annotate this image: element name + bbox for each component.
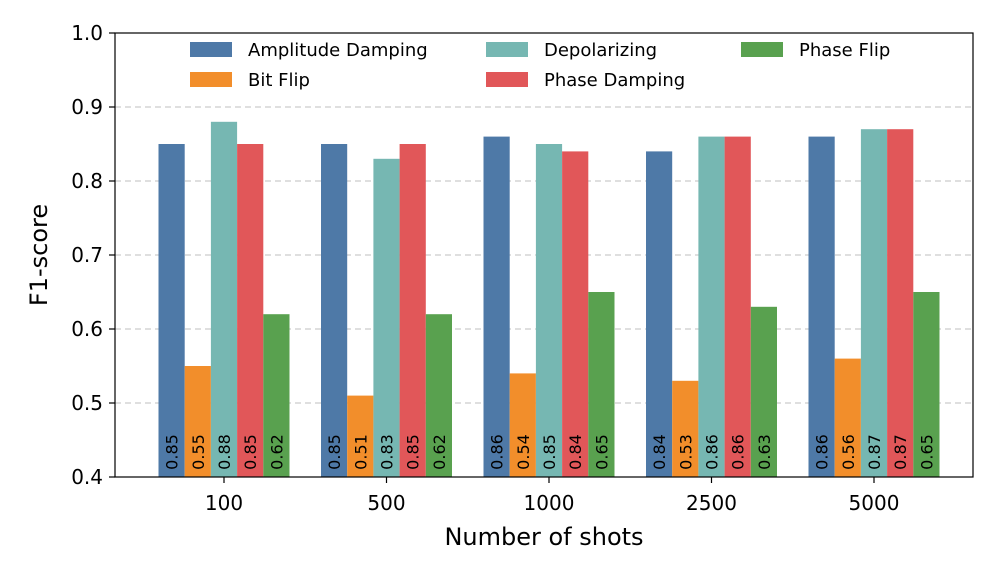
x-tick-label: 2500 <box>686 491 737 515</box>
bar <box>263 314 290 477</box>
y-axis-ticks: 0.4 0.5 0.6 0.7 0.8 0.9 1.0 <box>71 21 115 489</box>
bar-value-label: 0.85 <box>325 434 344 470</box>
bar <box>483 136 510 477</box>
bar <box>562 151 589 477</box>
bar <box>724 136 751 477</box>
legend-swatch <box>190 72 232 87</box>
bar-value-label: 0.86 <box>488 434 507 470</box>
bar <box>750 306 777 477</box>
bar <box>887 129 914 477</box>
bar <box>860 129 888 477</box>
x-tick-label: 5000 <box>849 491 900 515</box>
legend-label: Phase Flip <box>799 40 890 61</box>
legend-label: Phase Damping <box>544 70 685 91</box>
y-tick-label: 0.9 <box>71 95 103 119</box>
y-tick-label: 0.4 <box>71 465 103 489</box>
bar <box>646 151 673 477</box>
bar <box>509 373 536 477</box>
bar-value-label: 0.53 <box>676 434 695 470</box>
bar <box>808 136 835 477</box>
bar-value-label: 0.87 <box>865 434 884 470</box>
x-tick-label: 1000 <box>524 491 575 515</box>
bar-value-label: 0.51 <box>351 434 370 470</box>
bar-value-label: 0.84 <box>566 434 585 470</box>
bar <box>210 121 238 478</box>
bar <box>373 158 400 478</box>
bar <box>535 144 563 477</box>
bar-value-label: 0.56 <box>839 434 858 470</box>
bar <box>237 144 264 477</box>
y-axis-title: F1-score <box>25 204 53 306</box>
bar-value-label: 0.86 <box>729 434 748 470</box>
bar-value-label: 0.63 <box>755 434 774 470</box>
bar-value-label: 0.54 <box>514 434 533 470</box>
legend-swatch <box>741 42 783 57</box>
bar-value-label: 0.55 <box>189 434 208 470</box>
bar <box>321 144 348 477</box>
y-tick-label: 0.5 <box>71 391 103 415</box>
legend-swatch <box>486 72 528 87</box>
bar-value-label: 0.86 <box>813 434 832 470</box>
y-tick-label: 0.7 <box>71 243 103 267</box>
y-tick-label: 0.6 <box>71 317 103 341</box>
bar-value-label: 0.83 <box>378 434 397 470</box>
bar-value-label: 0.65 <box>917 434 936 470</box>
bar-value-label: 0.85 <box>540 434 559 470</box>
bar-value-label: 0.86 <box>703 434 722 470</box>
x-tick-label: 100 <box>205 491 243 515</box>
bar-value-label: 0.85 <box>241 434 260 470</box>
bar <box>588 292 615 477</box>
legend-swatch <box>486 42 528 57</box>
bar <box>672 380 699 477</box>
y-tick-label: 1.0 <box>71 21 103 45</box>
legend: Amplitude Damping Bit Flip Depolarizing Pha… <box>190 40 890 91</box>
x-axis-ticks: 100 500 1000 2500 5000 <box>205 477 900 515</box>
bar <box>399 144 426 477</box>
bar <box>347 395 374 477</box>
bar-value-label: 0.85 <box>404 434 423 470</box>
bar-value-label: 0.85 <box>163 434 182 470</box>
legend-label: Bit Flip <box>248 70 310 91</box>
bar-value-label: 0.87 <box>891 434 910 470</box>
bar <box>698 136 725 477</box>
legend-label: Amplitude Damping <box>248 40 428 61</box>
bar <box>184 366 211 477</box>
legend-swatch <box>190 42 232 57</box>
legend-label: Depolarizing <box>544 40 657 61</box>
bar <box>158 144 185 477</box>
bar <box>913 292 940 477</box>
x-tick-label: 500 <box>367 491 405 515</box>
y-tick-label: 0.8 <box>71 169 103 193</box>
bar-value-label: 0.62 <box>267 434 286 470</box>
bar-value-label: 0.62 <box>430 434 449 470</box>
bars <box>158 121 940 478</box>
bar-value-labels: 0.85 0.55 0.88 0.85 0.62 0.85 0.51 0.83 0.85 0.62… <box>163 434 937 470</box>
bar-value-label: 0.84 <box>650 434 669 470</box>
x-axis-title: Number of shots <box>444 523 643 551</box>
bar-value-label: 0.88 <box>215 434 234 470</box>
bar-value-label: 0.65 <box>592 434 611 470</box>
bar <box>425 314 452 477</box>
bar <box>834 358 861 477</box>
